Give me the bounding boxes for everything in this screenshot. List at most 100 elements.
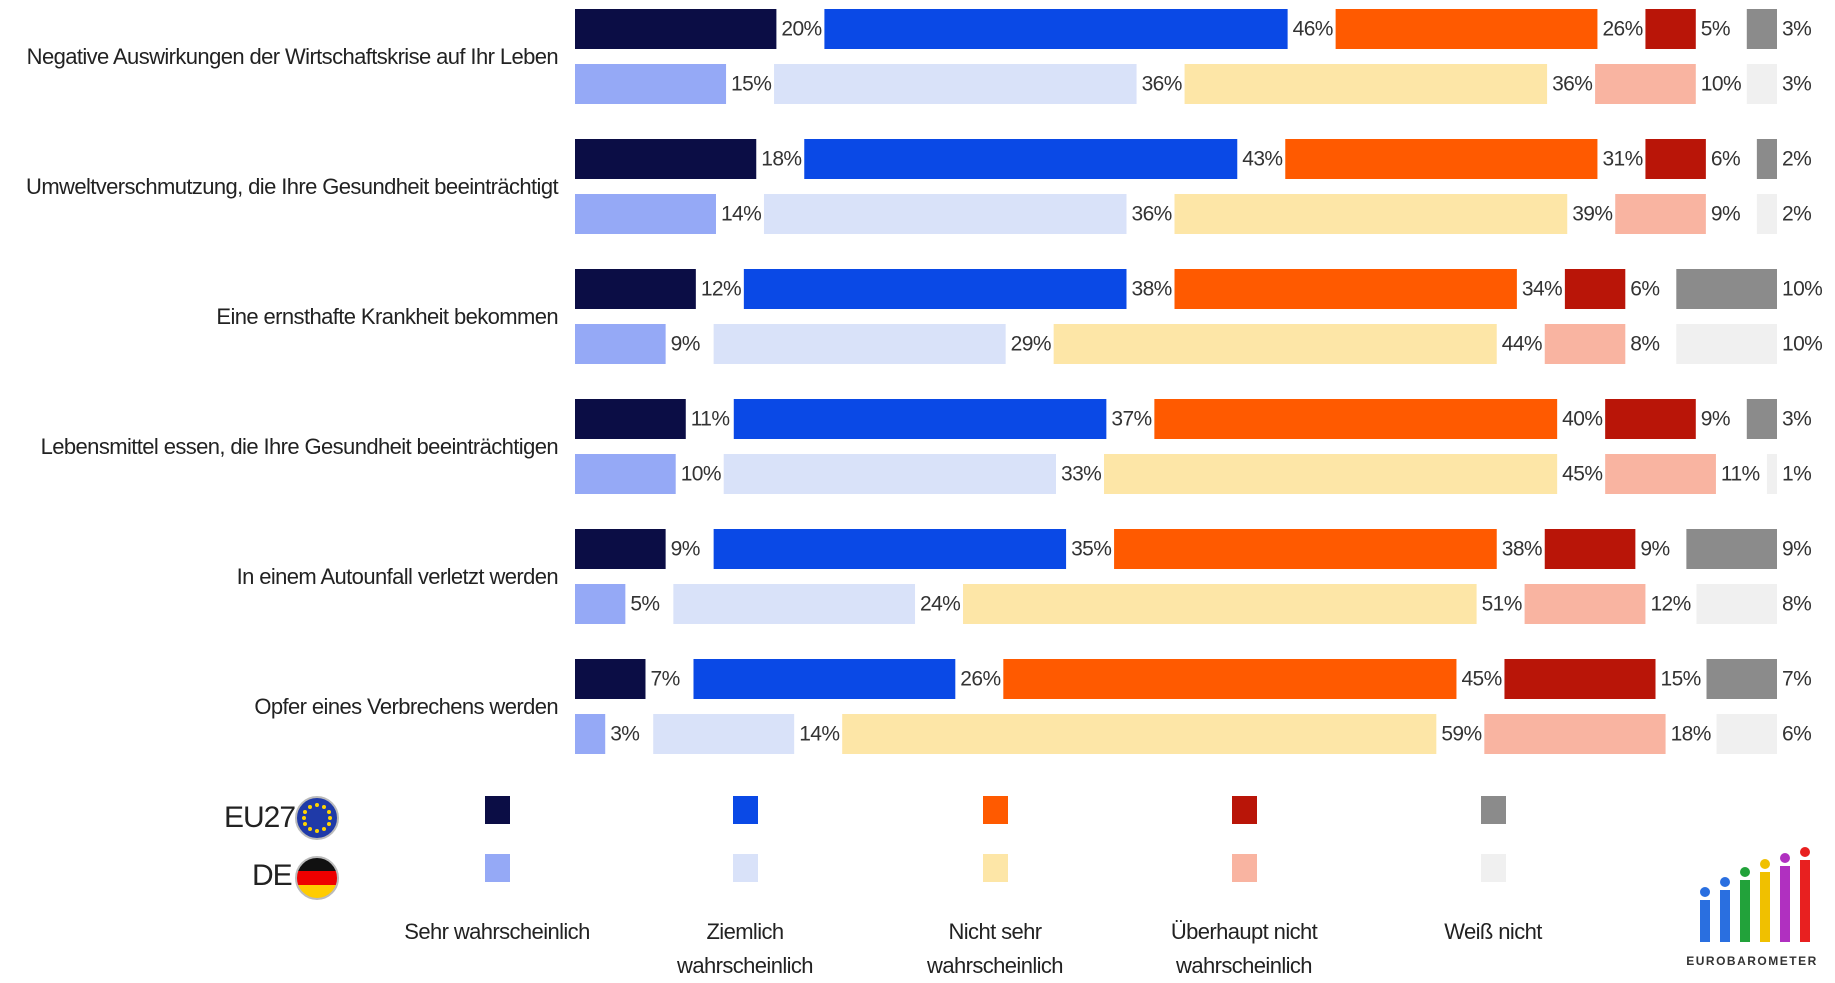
value-label: 36% — [1552, 73, 1592, 96]
value-label: 26% — [960, 668, 1000, 691]
bar-segment — [575, 529, 666, 569]
bar-segment — [1706, 659, 1777, 699]
value-label: 10% — [1782, 278, 1822, 301]
value-label: 9% — [1640, 538, 1669, 561]
value-label: 1% — [1782, 463, 1811, 486]
bar-segment — [575, 9, 777, 49]
value-label: 2% — [1782, 148, 1811, 171]
bar-segment — [1756, 139, 1777, 179]
legend-swatch — [1232, 854, 1257, 882]
value-label: 36% — [1142, 73, 1182, 96]
legend-label: Ziemlich wahrscheinlich — [677, 919, 813, 978]
category-label: In einem Autounfall verletzt werden — [236, 563, 559, 589]
value-label: 9% — [1782, 538, 1811, 561]
value-label: 40% — [1562, 408, 1602, 431]
value-label: 3% — [610, 723, 639, 746]
legend-label: Nicht sehr wahrscheinlich — [927, 919, 1063, 978]
value-label: 6% — [1782, 723, 1811, 746]
bar-segment — [1766, 454, 1777, 494]
group-label: DE — [252, 859, 293, 892]
bar-segment — [763, 194, 1127, 234]
bar-segment — [1053, 324, 1497, 364]
value-label: 34% — [1522, 278, 1562, 301]
bar-segment — [1174, 269, 1517, 309]
bar-segment — [1676, 269, 1777, 309]
value-label: 5% — [630, 593, 659, 616]
value-label: 11% — [1721, 463, 1760, 486]
bar-segment — [1595, 64, 1696, 104]
value-label: 33% — [1061, 463, 1101, 486]
bar-segment — [1504, 659, 1656, 699]
value-label: 9% — [671, 333, 700, 356]
value-label: 11% — [691, 408, 730, 431]
value-label: 2% — [1782, 203, 1811, 226]
bar-segment — [1114, 529, 1497, 569]
value-label: 18% — [761, 148, 801, 171]
bar-segment — [1645, 9, 1696, 49]
legend-swatch — [485, 854, 510, 882]
value-label: 3% — [1782, 18, 1811, 41]
bar-segment — [575, 139, 757, 179]
value-label: 35% — [1071, 538, 1111, 561]
bar-segment — [1746, 9, 1777, 49]
bar-segment — [1756, 194, 1777, 234]
legend-swatch — [983, 854, 1008, 882]
bar-segment — [1335, 9, 1598, 49]
value-label: 12% — [1650, 593, 1690, 616]
de-flag — [295, 856, 339, 900]
value-label: 43% — [1242, 148, 1282, 171]
bar-segment — [1605, 399, 1696, 439]
value-label: 9% — [671, 538, 700, 561]
bar-segment — [575, 64, 727, 104]
category-label: Eine ernsthafte Krankheit bekommen — [216, 303, 558, 329]
value-label: 26% — [1602, 18, 1642, 41]
bar-segment — [575, 399, 686, 439]
bar-segment — [713, 324, 1006, 364]
bar-segment — [1605, 454, 1716, 494]
value-label: 3% — [1782, 408, 1811, 431]
legend-label: Weiß nicht — [1444, 919, 1542, 944]
value-label: 10% — [681, 463, 721, 486]
bar-segment — [575, 194, 716, 234]
bar-segment — [1544, 324, 1626, 364]
bar-segment — [1154, 399, 1558, 439]
value-label: 14% — [721, 203, 761, 226]
value-label: 38% — [1132, 278, 1172, 301]
value-label: 8% — [1630, 333, 1659, 356]
bar-segment — [1174, 194, 1568, 234]
value-label: 5% — [1701, 18, 1730, 41]
legend-swatch — [983, 796, 1008, 824]
logo-text: EUROBAROMETER — [1686, 954, 1818, 968]
logo-bars — [1700, 847, 1810, 942]
group-label: EU27 — [224, 801, 296, 834]
value-label: 31% — [1602, 148, 1642, 171]
value-label: 8% — [1782, 593, 1811, 616]
bar-segment — [1484, 714, 1666, 754]
bar-segment — [1716, 714, 1777, 754]
category-label: Umweltverschmutzung, die Ihre Gesundheit… — [26, 173, 559, 199]
value-label: 3% — [1782, 73, 1811, 96]
bar-segment — [1746, 399, 1777, 439]
value-label: 15% — [731, 73, 771, 96]
bar-segment — [673, 584, 916, 624]
value-label: 6% — [1630, 278, 1659, 301]
bar-segment — [575, 584, 626, 624]
bar-segment — [1615, 194, 1706, 234]
eu-flag — [295, 796, 339, 840]
value-label: 24% — [920, 593, 960, 616]
value-label: 14% — [799, 723, 839, 746]
bar-segment — [842, 714, 1437, 754]
legend-swatch — [733, 796, 758, 824]
bar-segment — [1184, 64, 1548, 104]
category-label: Opfer eines Verbrechens werden — [254, 693, 558, 719]
category-label: Negative Auswirkungen der Wirtschaftskri… — [26, 43, 559, 69]
value-label: 20% — [781, 18, 821, 41]
bar-segment — [743, 269, 1127, 309]
value-label: 39% — [1572, 203, 1612, 226]
bar-segment — [575, 714, 606, 754]
bar-segment — [1686, 529, 1777, 569]
value-label: 7% — [650, 668, 679, 691]
bar-segment — [1544, 529, 1636, 569]
